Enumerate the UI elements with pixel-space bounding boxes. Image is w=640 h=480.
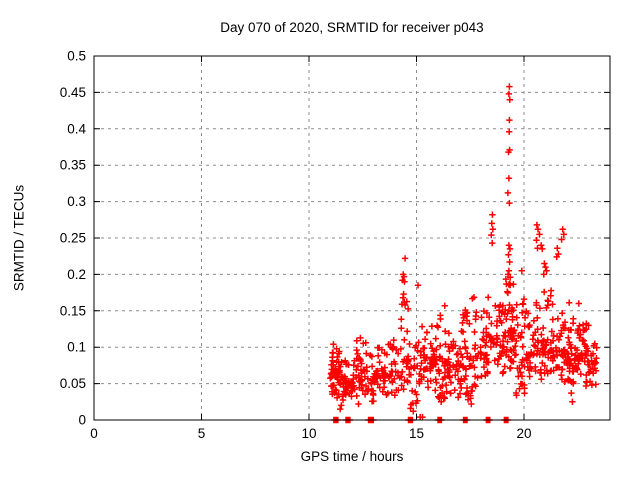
y-tick-label: 0.35	[60, 158, 86, 173]
y-tick-label: 0.2	[67, 267, 86, 282]
y-tick-label: 0	[78, 413, 86, 428]
axis-ticks	[93, 55, 610, 421]
y-tick-label: 0.05	[60, 376, 86, 391]
x-tick-label: 15	[409, 426, 424, 441]
x-axis-label: GPS time / hours	[300, 449, 404, 464]
y-tick-label: 0.45	[60, 85, 86, 100]
y-tick-label: 0.3	[67, 194, 86, 209]
x-tick-label: 20	[516, 426, 531, 441]
y-tick-label: 0.15	[60, 303, 86, 318]
y-tick-label: 0.25	[60, 231, 86, 246]
gridlines	[94, 56, 610, 420]
x-tick-label: 5	[198, 426, 206, 441]
x-tick-label: 10	[301, 426, 316, 441]
y-tick-label: 0.5	[67, 49, 86, 64]
y-tick-label: 0.1	[67, 340, 86, 355]
y-tick-label: 0.4	[67, 121, 86, 136]
scatter-points	[327, 83, 600, 424]
chart-title: Day 070 of 2020, SRMTID for receiver p04…	[220, 20, 484, 35]
x-tick-label: 0	[90, 426, 98, 441]
